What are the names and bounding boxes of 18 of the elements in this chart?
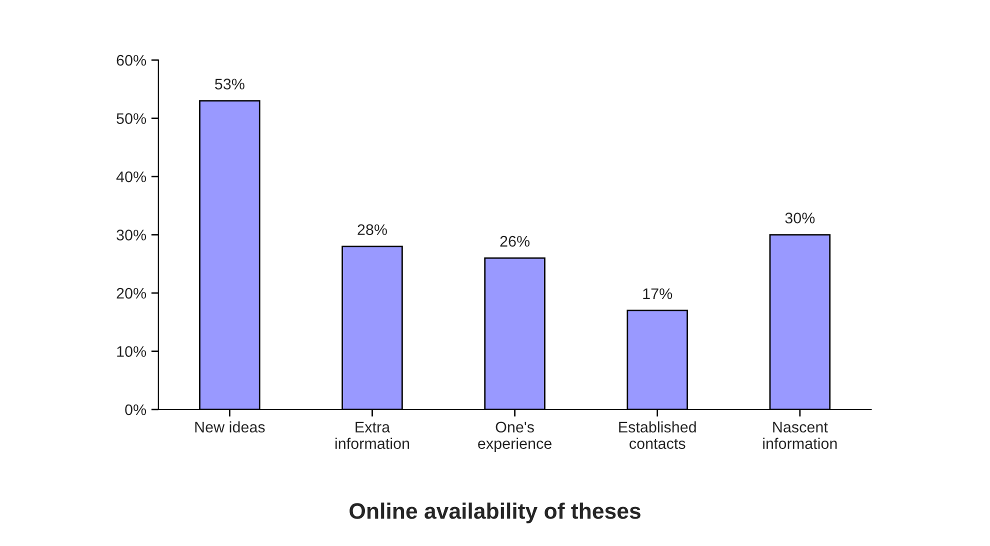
data-label: 26% [500, 236, 530, 247]
data-label: 53% [215, 78, 244, 90]
x-tick-label: Established contacts [619, 421, 696, 449]
y-tick-label: 10% [117, 346, 146, 357]
data-label: 17% [643, 288, 672, 300]
data-label: 28% [358, 224, 387, 236]
text: Online availability of theses [350, 502, 640, 524]
x-tick-label: Extra information [335, 422, 410, 449]
x-tick-label: One's experience [478, 422, 552, 452]
data-label: 30% [785, 212, 815, 224]
y-tick-label: 50% [116, 113, 146, 124]
y-tick-label: 30% [116, 230, 146, 240]
x-tick-label: Nascent information [763, 422, 837, 449]
y-tick-label: 40% [116, 171, 146, 182]
y-tick-label: 60% [116, 54, 146, 66]
y-tick-label: 20% [116, 288, 146, 299]
x-tick-label: New ideas [195, 421, 265, 433]
y-tick-label: 0% [125, 404, 146, 416]
